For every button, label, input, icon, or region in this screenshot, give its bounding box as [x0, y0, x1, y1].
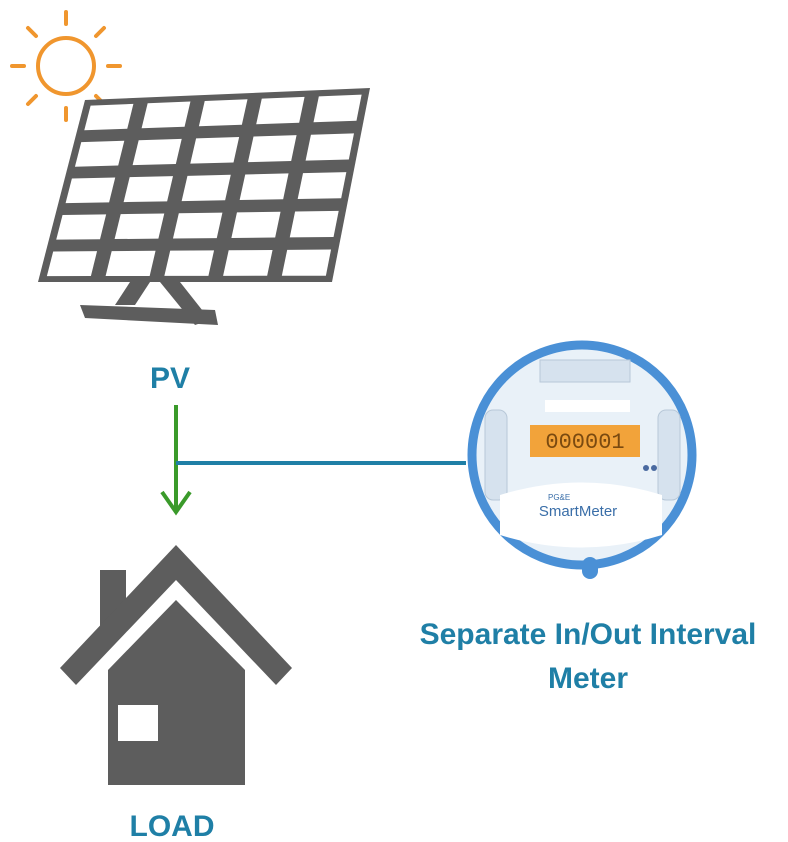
- panel-cell: [164, 250, 214, 276]
- pv-label: PV: [150, 362, 190, 395]
- diagram: PV 000001 PG&E SmartMeter Separate In/Ou…: [0, 0, 788, 842]
- panel-cell: [142, 102, 191, 129]
- panel-cell: [248, 135, 297, 162]
- meter-logo: SmartMeter: [539, 503, 617, 520]
- load-label: LOAD: [130, 810, 215, 842]
- panel-cell: [124, 176, 173, 202]
- panel-cell: [190, 137, 239, 164]
- panel-cell: [199, 99, 248, 126]
- panel-cell: [66, 178, 116, 204]
- meter-label: Separate In/Out Interval: [420, 618, 757, 651]
- panel-cell: [223, 250, 272, 276]
- panel-cell: [173, 213, 222, 239]
- page: {"nodes": [ {"label": "PV"}, {"label": "…: [0, 0, 788, 842]
- meter-display: 000001: [545, 430, 624, 455]
- panel-cell: [56, 214, 106, 239]
- panel-cell: [47, 251, 97, 276]
- meter-brand: PG&E: [548, 493, 570, 502]
- solar-panel-icon: [38, 88, 370, 325]
- panel-cell: [256, 97, 304, 124]
- panel-cell: [298, 172, 347, 199]
- panel-cell: [106, 251, 156, 276]
- panel-cell: [115, 213, 165, 239]
- panel-cell: [182, 175, 231, 201]
- panel-cell: [290, 211, 339, 238]
- panel-cell: [306, 133, 354, 160]
- meter-label: Meter: [548, 662, 628, 695]
- house-icon: [60, 545, 292, 785]
- panel-cell: [75, 141, 124, 167]
- panel-cell: [313, 95, 361, 123]
- panel-cell: [282, 250, 331, 276]
- panel-cell: [84, 104, 133, 130]
- meter-icon: 000001 PG&E SmartMeter: [472, 345, 692, 579]
- panel-cell: [240, 173, 289, 200]
- panel-cell: [231, 212, 280, 238]
- connector: [162, 405, 466, 512]
- panel-cell: [133, 139, 182, 165]
